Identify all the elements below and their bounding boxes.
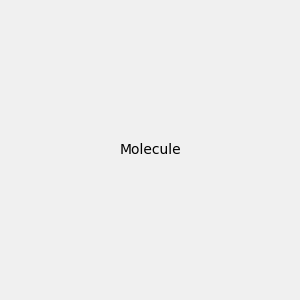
Text: Molecule: Molecule bbox=[119, 143, 181, 157]
